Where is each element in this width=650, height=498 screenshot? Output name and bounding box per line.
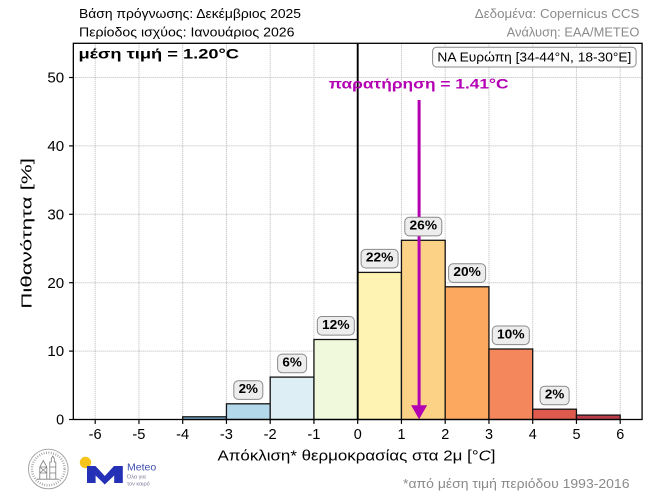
svg-text:26%: 26% [410,219,438,233]
svg-text:1: 1 [397,427,405,443]
svg-text:-1: -1 [307,427,320,443]
svg-text:40: 40 [47,139,64,155]
svg-text:-5: -5 [132,427,145,443]
svg-text:2: 2 [441,427,449,443]
svg-text:2%: 2% [545,388,564,402]
svg-text:Απόκλιση* θερμοκρασίας στα 2μ: Απόκλιση* θερμοκρασίας στα 2μ [° C] [218,447,496,464]
svg-text:Πιθανότητα [%]: Πιθανότητα [%] [19,158,36,309]
svg-text:παρατήρηση = 1.41°C: παρατήρηση = 1.41°C [329,77,509,93]
svg-text:5: 5 [572,427,580,443]
svg-text:10%: 10% [497,327,525,341]
svg-text:0: 0 [354,427,362,443]
svg-text:30: 30 [47,207,64,223]
svg-text:6: 6 [616,427,624,443]
svg-text:ΝΑ Ευρώπη [34-44°Ν, 18-30°Ε]: ΝΑ Ευρώπη [34-44°Ν, 18-30°Ε] [437,50,631,65]
svg-text:-2: -2 [264,427,277,443]
svg-text:Βάση πρόγνωσης: Δεκέμβριος 202: Βάση πρόγνωσης: Δεκέμβριος 2025 [79,6,301,21]
svg-text:20: 20 [47,276,64,292]
svg-text:4: 4 [529,427,537,443]
svg-text:20%: 20% [453,265,481,279]
svg-text:10: 10 [47,344,64,360]
svg-text:3: 3 [485,427,493,443]
svg-text:Meteo: Meteo [127,462,156,474]
svg-text:*από μέση τιμή περιόδου 1993-2: *από μέση τιμή περιόδου 1993-2016 [403,476,630,491]
svg-text:22%: 22% [366,251,394,265]
svg-text:0: 0 [56,413,64,429]
svg-text:12%: 12% [322,318,350,332]
svg-text:2%: 2% [239,382,258,396]
svg-text:Περίοδος ισχύος: Ιανουάριος 20: Περίοδος ισχύος: Ιανουάριος 2026 [79,24,295,39]
svg-text:6%: 6% [282,355,301,369]
svg-text:-3: -3 [220,427,233,443]
svg-text:50: 50 [47,71,64,87]
svg-text:μέση τιμή = 1.20°C: μέση τιμή = 1.20°C [79,47,240,63]
svg-text:Ανάλυση: ΕΑΑ/ΜΕΤΕΟ: Ανάλυση: ΕΑΑ/ΜΕΤΕΟ [507,24,640,39]
svg-text:-4: -4 [176,427,189,443]
svg-text:-6: -6 [89,427,102,443]
svg-text:Όλα για: Όλα για [126,475,147,481]
svg-text:τον καιρό: τον καιρό [127,481,150,488]
svg-text:Δεδομένα: Copernicus CCS: Δεδομένα: Copernicus CCS [475,6,640,21]
